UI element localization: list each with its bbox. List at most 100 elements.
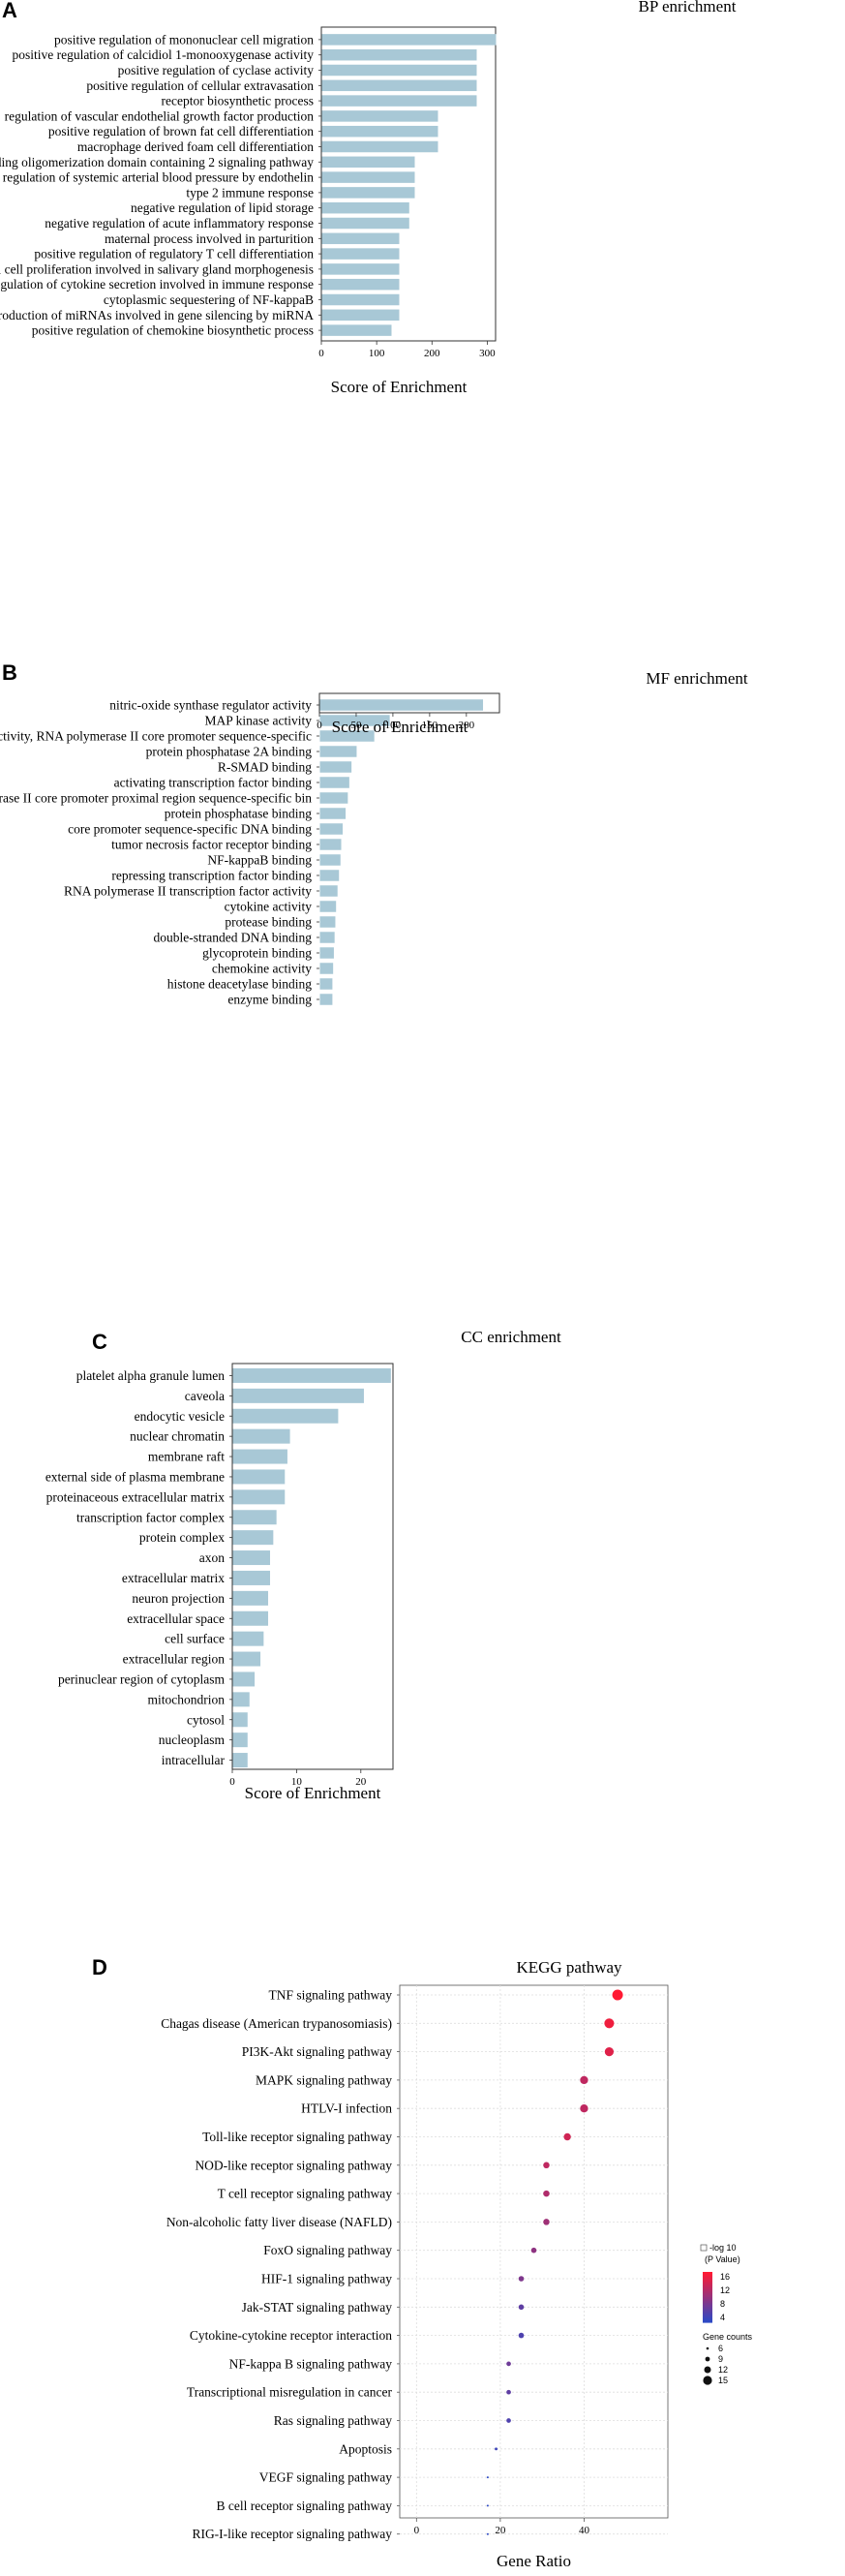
a-bar (321, 48, 477, 61)
b-category-label: cytokine activity (225, 900, 313, 914)
kegg-legend-colorbar-segment (703, 2295, 712, 2298)
a-category-label: nucleotide-binding oligomerization domai… (0, 155, 314, 169)
a-category-label: regulation of vascular endothelial growt… (5, 108, 315, 123)
kegg-legend-color-tick: 8 (720, 2299, 725, 2309)
a-category-label: negative regulation of production of miR… (0, 308, 314, 322)
panel-a-letter: A (2, 0, 17, 22)
a-bar (321, 324, 392, 336)
kegg-legend-colorbar-segment (703, 2315, 712, 2317)
panel-c: C CC enrichment platelet alpha granule l… (45, 1328, 561, 1802)
kegg-legend-colorbar-segment (703, 2305, 712, 2308)
kegg-legend-size-dot (706, 2346, 709, 2350)
c-category-label: caveola (185, 1389, 225, 1403)
b-bar (319, 885, 338, 897)
kegg-dot (604, 2047, 615, 2057)
kegg-legend-size-title: Gene counts (703, 2332, 753, 2342)
c-bar (232, 1428, 290, 1444)
a-category-label: regulation of systemic arterial blood pr… (3, 170, 315, 185)
b-bar (319, 777, 349, 788)
c-category-label: membrane raft (148, 1450, 225, 1464)
kegg-legend-colorbar-segment (703, 2320, 712, 2323)
b-bar (319, 792, 348, 804)
a-bar (321, 171, 415, 183)
b-category-label: protein phosphatase binding (165, 807, 312, 821)
c-bar (232, 1510, 277, 1525)
b-bar (319, 761, 352, 773)
b-bar (319, 730, 375, 742)
a-bar (321, 95, 477, 107)
kegg-legend-colorbar-segment (703, 2274, 712, 2277)
kegg-legend-size-tick: 12 (718, 2365, 728, 2375)
a-category-label: negative regulation of lipid storage (131, 200, 314, 215)
c-category-label: protein complex (139, 1530, 225, 1545)
kegg-dot (580, 2075, 588, 2085)
b-category-label: nitric-oxide synthase regulator activity (109, 698, 312, 713)
kegg-legend-colorbar-segment (703, 2276, 712, 2279)
a-category-label: maternal process involved in parturition (105, 231, 314, 246)
a-bar (321, 64, 477, 77)
b-category-label: enzyme binding (227, 993, 312, 1007)
c-category-label: extracellular region (123, 1652, 226, 1667)
kegg-category-label: B cell receptor signaling pathway (217, 2499, 393, 2513)
a-bar (321, 79, 477, 92)
a-x-tick-label: 0 (318, 348, 324, 359)
kegg-dot (486, 2532, 489, 2535)
b-x-tick-label: 100 (385, 720, 402, 731)
c-category-label: cell surface (165, 1632, 225, 1646)
b-category-label: protein phosphatase 2A binding (146, 745, 313, 759)
b-x-tick-label: 200 (459, 720, 475, 731)
kegg-legend-colorbar-segment (703, 2291, 712, 2294)
c-category-label: extracellular space (127, 1611, 225, 1626)
b-bar (319, 932, 335, 943)
a-bar (321, 293, 400, 306)
c-bar (232, 1408, 339, 1424)
panel-c-letter: C (92, 1330, 107, 1354)
c-category-label: platelet alpha granule lumen (76, 1368, 226, 1383)
kegg-dot (612, 1989, 623, 2001)
b-bar (319, 916, 336, 928)
kegg-category-label: Cytokine-cytokine receptor interaction (190, 2328, 392, 2343)
b-bar (319, 839, 342, 850)
kegg-dot (543, 2190, 550, 2197)
panel-b: B MF enrichment nitric-oxide synthase re… (0, 660, 748, 1007)
kegg-legend-size-dot (703, 2376, 712, 2385)
kegg-legend-size-tick: 9 (718, 2354, 723, 2364)
c-bar (232, 1570, 271, 1585)
a-category-label: positive regulation of chemokine biosynt… (32, 323, 314, 338)
kegg-legend-colorbar-segment (703, 2311, 712, 2314)
a-bar (321, 34, 497, 46)
kegg-dot (518, 2304, 525, 2311)
kegg-legend-colorbar-segment (703, 2303, 712, 2306)
a-category-label: macrophage derived foam cell differentia… (77, 139, 314, 154)
b-x-axis-title: Score of Enrichment (332, 718, 468, 736)
kegg-category-label: NOD-like receptor signaling pathway (195, 2158, 392, 2172)
kegg-legend-color-title: -log 10 (709, 2243, 737, 2253)
panel-b-letter: B (2, 660, 17, 685)
kegg-dot (518, 2332, 525, 2339)
a-category-label: cytoplasmic sequestering of NF-kappaB (104, 292, 314, 307)
b-category-label: NF-kappaB binding (207, 853, 312, 868)
kegg-x-axis-title: Gene Ratio (497, 2552, 571, 2570)
kegg-legend-colorbar-segment (703, 2278, 712, 2281)
kegg-dot (530, 2247, 537, 2254)
c-bar (232, 1530, 274, 1546)
kegg-dot (543, 2219, 550, 2225)
cc-chart-title: CC enrichment (461, 1328, 561, 1346)
kegg-category-label: Transcriptional misregulation in cancer (187, 2385, 393, 2400)
kegg-category-label: RIG-I-like receptor signaling pathway (192, 2527, 392, 2541)
a-category-label: positive regulation of calcidiol 1-monoo… (12, 47, 314, 62)
a-category-label: negative regulation of acute inflammator… (45, 216, 314, 230)
kegg-category-label: NF-kappa B signaling pathway (229, 2356, 393, 2371)
kegg-legend-size-dot (704, 2366, 711, 2374)
b-category-label: tumor necrosis factor receptor binding (111, 838, 312, 852)
c-bar (232, 1753, 248, 1768)
panel-a: A BP enrichment positive regulation of m… (0, 0, 737, 396)
b-bar (319, 901, 337, 912)
kegg-legend-colorbar-segment (703, 2301, 712, 2304)
kegg-dot (563, 2132, 571, 2141)
kegg-legend-colorbar-segment (703, 2280, 712, 2283)
a-bar (321, 201, 409, 214)
c-category-label: cytosol (187, 1712, 225, 1727)
a-bar (321, 263, 400, 275)
a-category-label: positive regulation of mononuclear cell … (54, 32, 314, 46)
